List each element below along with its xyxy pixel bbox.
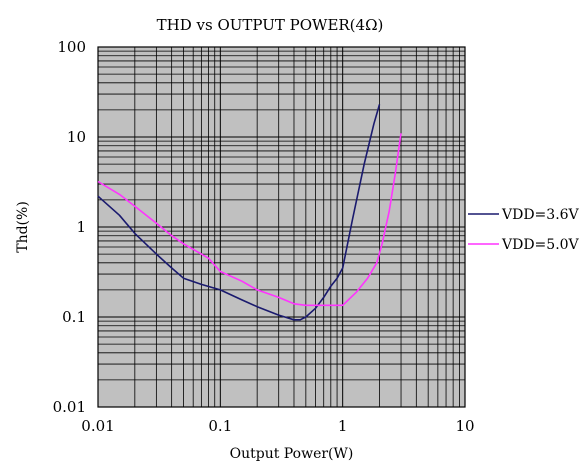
x-tick-label: 10 bbox=[455, 417, 474, 435]
x-tick-label: 0.01 bbox=[81, 417, 114, 435]
x-axis-label: Output Power(W) bbox=[230, 446, 354, 462]
y-tick-label: 100 bbox=[57, 38, 86, 56]
chart-title: THD vs OUTPUT POWER(4Ω) bbox=[157, 16, 384, 34]
series-layer bbox=[97, 104, 402, 321]
y-tick-label: 0.1 bbox=[62, 308, 86, 326]
legend-label-1: VDD=3.6V bbox=[501, 207, 580, 223]
y-axis-label: Thd(%) bbox=[15, 201, 31, 253]
grid-lines bbox=[97, 47, 465, 408]
tick-labels: 0.01 0.1 1 10 100 10 1 0.1 0.01 bbox=[53, 38, 475, 435]
legend: VDD=3.6V VDD=5.0V bbox=[468, 207, 580, 253]
plot-border bbox=[97, 46, 466, 408]
x-tick-label: 1 bbox=[338, 417, 348, 435]
y-tick-label: 1 bbox=[76, 218, 86, 236]
series-line-1 bbox=[97, 104, 381, 321]
y-tick-label: 0.01 bbox=[53, 398, 86, 416]
y-tick-label: 10 bbox=[67, 128, 86, 146]
legend-label-2: VDD=5.0V bbox=[501, 237, 580, 253]
x-tick-label: 0.1 bbox=[208, 417, 232, 435]
series-line-2 bbox=[97, 133, 402, 307]
